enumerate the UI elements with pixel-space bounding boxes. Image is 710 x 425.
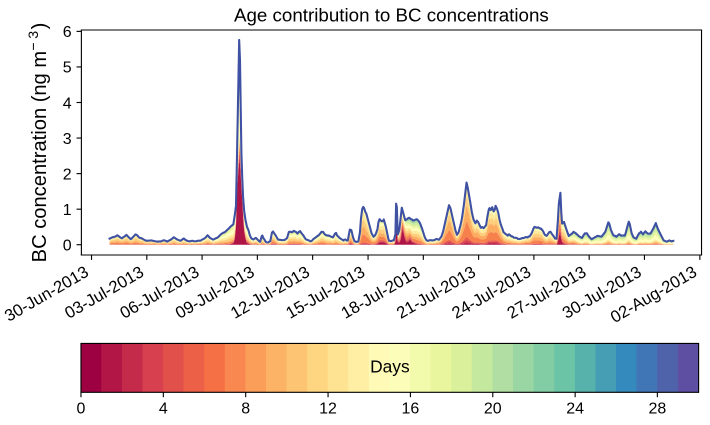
svg-text:Days: Days — [370, 357, 410, 377]
svg-text:8: 8 — [241, 401, 250, 418]
svg-text:12: 12 — [319, 401, 337, 418]
svg-text:1: 1 — [63, 202, 72, 219]
svg-text:0: 0 — [63, 238, 72, 255]
svg-text:4: 4 — [63, 95, 72, 112]
svg-text:B C c: B C c o n c e n t r a t i o n ( n g m ) — [18, 16, 51, 262]
svg-text:Age contribution to BC concent: Age contribution to BC concentrations — [234, 5, 549, 26]
svg-text:4: 4 — [159, 401, 168, 418]
svg-text:5: 5 — [63, 60, 72, 77]
svg-text:6: 6 — [63, 24, 72, 41]
svg-text:2: 2 — [63, 166, 72, 183]
svg-text:16: 16 — [402, 401, 420, 418]
svg-text:0: 0 — [77, 401, 86, 418]
svg-text:20: 20 — [484, 401, 502, 418]
svg-text:24: 24 — [566, 401, 584, 418]
svg-text:3: 3 — [63, 131, 72, 148]
svg-text:28: 28 — [648, 401, 666, 418]
